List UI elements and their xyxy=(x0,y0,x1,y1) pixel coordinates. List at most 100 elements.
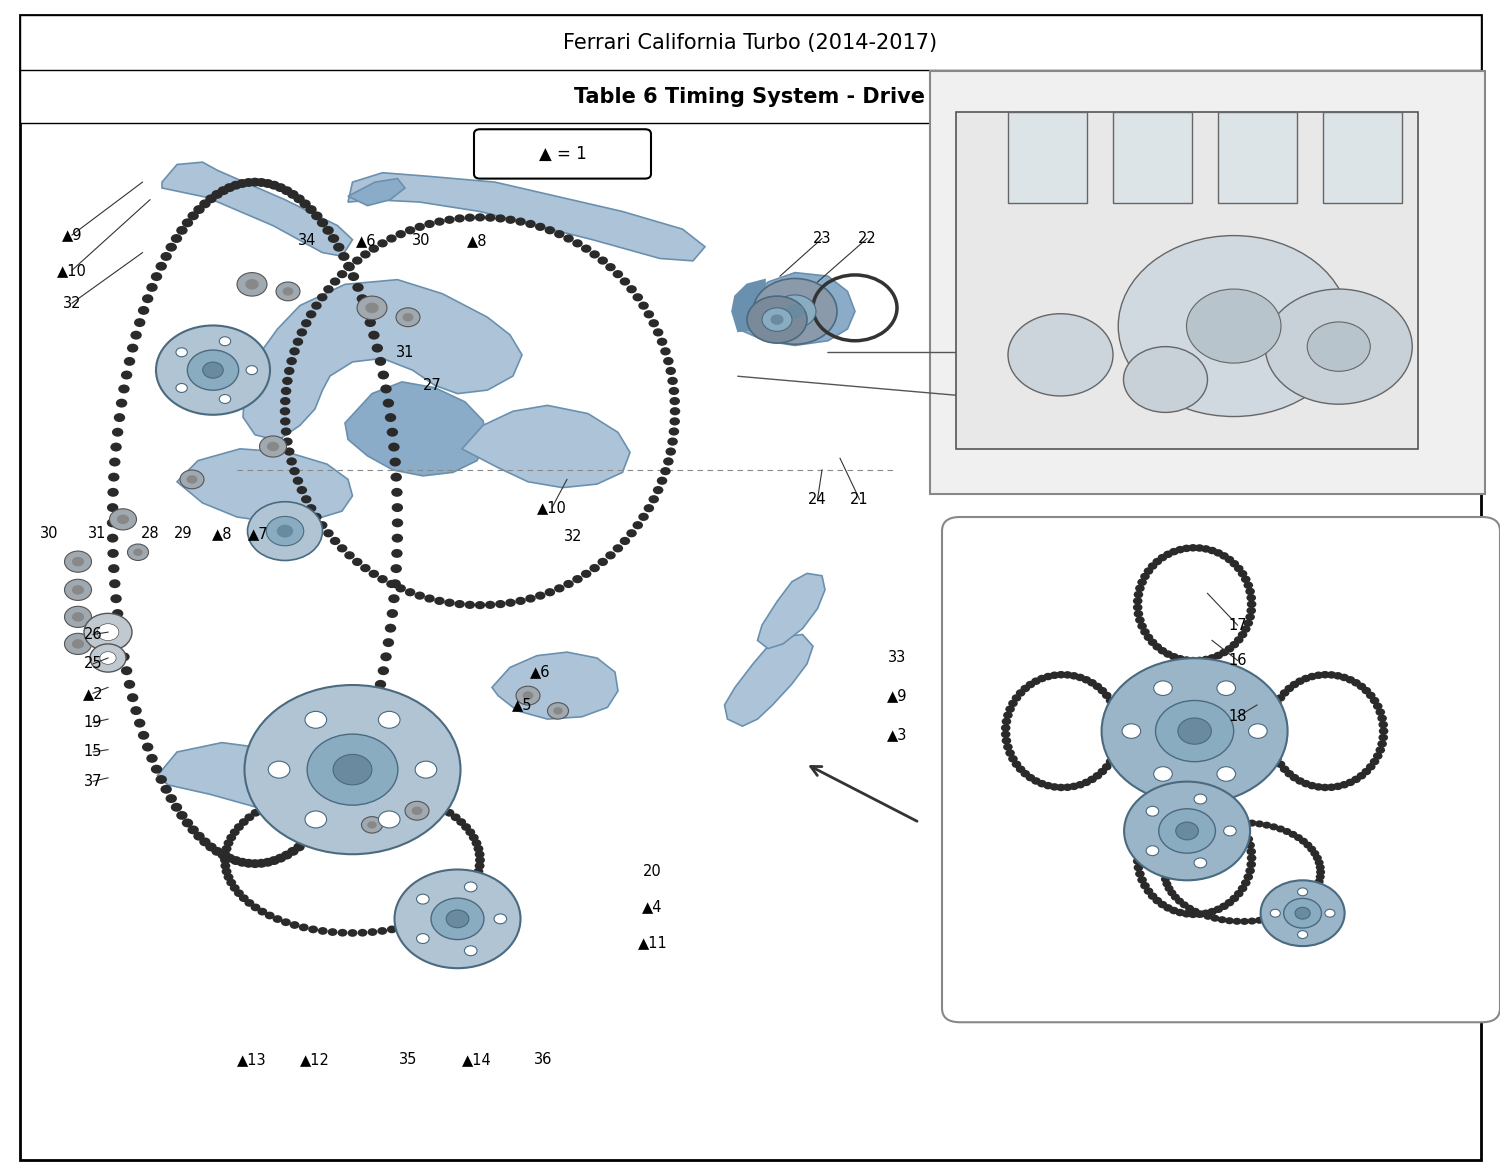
Circle shape xyxy=(1186,289,1281,363)
Circle shape xyxy=(128,343,138,352)
Circle shape xyxy=(1162,880,1172,887)
Circle shape xyxy=(1280,765,1290,773)
Circle shape xyxy=(1140,882,1150,889)
Circle shape xyxy=(1356,772,1366,779)
Circle shape xyxy=(1264,731,1275,738)
Circle shape xyxy=(280,428,291,436)
Circle shape xyxy=(1234,889,1244,898)
Circle shape xyxy=(430,912,441,919)
Circle shape xyxy=(286,357,297,365)
Circle shape xyxy=(297,486,307,495)
Text: 33: 33 xyxy=(888,651,906,665)
Circle shape xyxy=(165,794,177,803)
Circle shape xyxy=(72,585,84,595)
Circle shape xyxy=(1164,885,1173,892)
Circle shape xyxy=(118,384,129,394)
Circle shape xyxy=(1143,821,1154,828)
Circle shape xyxy=(525,220,536,228)
Circle shape xyxy=(1224,899,1234,906)
Circle shape xyxy=(554,707,562,714)
Circle shape xyxy=(316,219,328,227)
Circle shape xyxy=(1168,548,1179,556)
Circle shape xyxy=(274,183,286,192)
Circle shape xyxy=(1306,892,1316,899)
Circle shape xyxy=(1238,570,1248,577)
Circle shape xyxy=(246,280,259,290)
Circle shape xyxy=(474,851,484,858)
Circle shape xyxy=(1092,683,1102,690)
Circle shape xyxy=(1036,780,1047,787)
Circle shape xyxy=(1214,906,1222,913)
Circle shape xyxy=(1168,801,1179,810)
Circle shape xyxy=(142,743,153,752)
Bar xyxy=(20,70,1480,123)
Text: ▲11: ▲11 xyxy=(638,935,668,949)
Circle shape xyxy=(1044,673,1053,680)
Text: 29: 29 xyxy=(174,526,192,540)
Circle shape xyxy=(1218,821,1227,828)
Circle shape xyxy=(1168,653,1179,660)
Circle shape xyxy=(1124,781,1250,880)
Circle shape xyxy=(1137,623,1148,630)
Circle shape xyxy=(394,870,520,968)
Circle shape xyxy=(1172,844,1180,851)
Circle shape xyxy=(474,214,486,221)
Circle shape xyxy=(414,919,424,926)
Circle shape xyxy=(298,788,309,797)
Circle shape xyxy=(494,914,507,924)
Circle shape xyxy=(1230,894,1239,902)
Circle shape xyxy=(1266,737,1275,745)
Circle shape xyxy=(644,504,654,512)
Circle shape xyxy=(1146,806,1158,817)
Circle shape xyxy=(237,858,248,867)
Circle shape xyxy=(1011,760,1022,768)
Circle shape xyxy=(1208,654,1216,662)
Circle shape xyxy=(1050,784,1059,791)
Circle shape xyxy=(72,612,84,622)
Circle shape xyxy=(1137,832,1148,840)
Circle shape xyxy=(644,310,654,318)
Circle shape xyxy=(387,428,398,437)
Circle shape xyxy=(1234,819,1244,826)
Circle shape xyxy=(300,200,310,208)
Circle shape xyxy=(506,216,516,224)
Circle shape xyxy=(390,579,400,589)
Circle shape xyxy=(1136,617,1144,624)
Polygon shape xyxy=(177,449,352,523)
Circle shape xyxy=(516,597,526,605)
Circle shape xyxy=(1158,808,1215,853)
Circle shape xyxy=(1362,767,1371,776)
Circle shape xyxy=(1269,705,1280,713)
Circle shape xyxy=(1238,885,1248,892)
Circle shape xyxy=(548,703,568,719)
Circle shape xyxy=(1248,918,1257,925)
Circle shape xyxy=(430,801,441,808)
Circle shape xyxy=(176,811,188,820)
Circle shape xyxy=(292,477,303,485)
Circle shape xyxy=(100,652,116,664)
Circle shape xyxy=(1224,556,1234,563)
Circle shape xyxy=(668,437,678,445)
Circle shape xyxy=(246,365,258,375)
Circle shape xyxy=(1306,322,1371,371)
Circle shape xyxy=(369,570,380,578)
Circle shape xyxy=(666,367,676,375)
Circle shape xyxy=(1230,640,1239,649)
Circle shape xyxy=(1334,672,1342,679)
Circle shape xyxy=(1197,911,1206,918)
Circle shape xyxy=(1275,760,1286,768)
Circle shape xyxy=(194,206,204,214)
Circle shape xyxy=(1113,740,1124,747)
Circle shape xyxy=(1298,888,1308,895)
Circle shape xyxy=(328,803,339,812)
Circle shape xyxy=(249,859,261,868)
Circle shape xyxy=(327,928,338,936)
Circle shape xyxy=(282,287,294,296)
Circle shape xyxy=(116,638,128,647)
Circle shape xyxy=(243,859,255,868)
Circle shape xyxy=(433,217,444,226)
Circle shape xyxy=(396,230,406,239)
Circle shape xyxy=(1136,871,1144,878)
Circle shape xyxy=(1076,673,1084,682)
Circle shape xyxy=(268,181,280,189)
